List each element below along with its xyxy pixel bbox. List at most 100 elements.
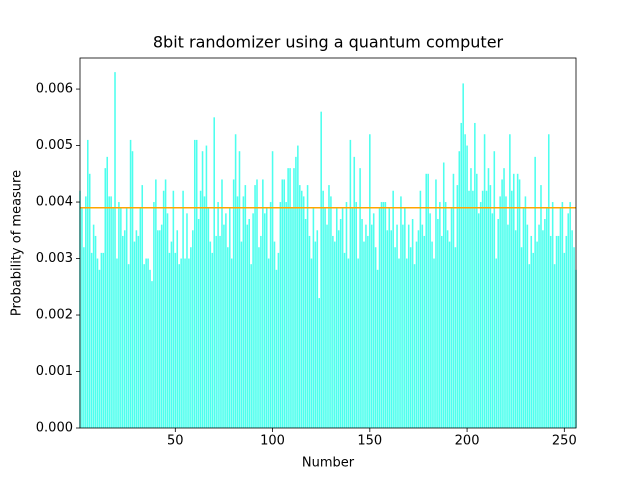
bar: [127, 264, 130, 428]
bar: [295, 156, 297, 428]
bar: [118, 202, 120, 428]
bar: [302, 196, 305, 428]
bar: [435, 179, 437, 428]
bar: [300, 190, 303, 428]
bar: [415, 241, 418, 428]
bar: [421, 224, 424, 428]
bar: [205, 145, 208, 428]
bar: [487, 168, 490, 429]
bar: [174, 252, 177, 428]
bar: [384, 202, 387, 428]
bar: [234, 134, 237, 429]
bar: [164, 179, 167, 428]
bar: [225, 213, 227, 428]
bar: [98, 269, 101, 428]
bar: [273, 241, 276, 428]
bar: [522, 207, 525, 428]
bar: [236, 196, 239, 428]
bar: [509, 134, 511, 429]
bar: [511, 190, 513, 428]
bar: [493, 151, 496, 428]
bar: [287, 168, 289, 429]
bar: [332, 235, 334, 428]
bar: [299, 185, 301, 428]
bar: [479, 202, 482, 428]
bar: [227, 247, 229, 428]
bar: [172, 190, 175, 428]
bar: [425, 173, 428, 428]
bar: [442, 162, 445, 428]
bar: [557, 235, 560, 428]
bar: [353, 156, 356, 428]
bar: [252, 213, 254, 428]
bar: [431, 241, 433, 428]
bar: [190, 247, 192, 428]
bar: [491, 213, 494, 428]
bar: [168, 252, 171, 428]
bar: [242, 196, 245, 428]
bar: [199, 190, 202, 428]
bar: [96, 258, 99, 428]
bar: [466, 145, 468, 428]
bar: [102, 252, 105, 428]
bar: [433, 258, 435, 428]
bar: [149, 269, 151, 428]
bar: [269, 202, 272, 428]
bar: [532, 252, 534, 428]
bar: [507, 224, 509, 428]
bar: [392, 190, 394, 428]
bar: [503, 168, 505, 429]
bar: [427, 173, 429, 428]
bar: [481, 190, 484, 428]
bar: [256, 179, 258, 428]
bar: [213, 117, 215, 428]
bar: [223, 224, 225, 428]
bar: [122, 235, 124, 428]
bar: [293, 168, 295, 429]
bar: [116, 258, 118, 428]
bar: [534, 156, 536, 428]
bar: [147, 258, 149, 428]
bar: [347, 258, 350, 428]
bar: [343, 252, 346, 428]
bar: [265, 207, 268, 428]
bar: [207, 207, 210, 428]
bar: [238, 151, 241, 428]
bar: [275, 269, 278, 428]
bar: [458, 151, 461, 428]
bar: [355, 202, 357, 428]
bar: [400, 196, 402, 428]
bar: [158, 230, 161, 428]
bar: [369, 134, 371, 429]
bar: [85, 196, 87, 428]
bar: [203, 196, 206, 428]
bar: [361, 218, 363, 428]
bar: [390, 230, 392, 428]
y-tick-label: 0.005: [36, 138, 73, 153]
bar: [326, 224, 328, 428]
bar: [530, 235, 533, 428]
bar: [536, 241, 538, 428]
bar: [460, 122, 463, 429]
bar: [547, 134, 550, 429]
bar: [94, 235, 97, 428]
bar: [297, 145, 299, 428]
bar: [542, 230, 544, 428]
bar: [404, 207, 406, 428]
bar: [143, 264, 145, 428]
bar: [211, 252, 214, 428]
bar: [320, 111, 322, 428]
bar: [439, 202, 441, 428]
bar: [567, 213, 569, 428]
bar: [83, 247, 85, 428]
bar: [151, 281, 153, 428]
bar: [162, 190, 165, 428]
bar: [322, 190, 324, 428]
bar: [462, 83, 464, 428]
bar: [104, 168, 107, 429]
bar: [271, 151, 274, 428]
bar: [192, 230, 194, 428]
bar: [310, 258, 313, 428]
bar: [551, 202, 554, 428]
bar: [90, 252, 93, 428]
